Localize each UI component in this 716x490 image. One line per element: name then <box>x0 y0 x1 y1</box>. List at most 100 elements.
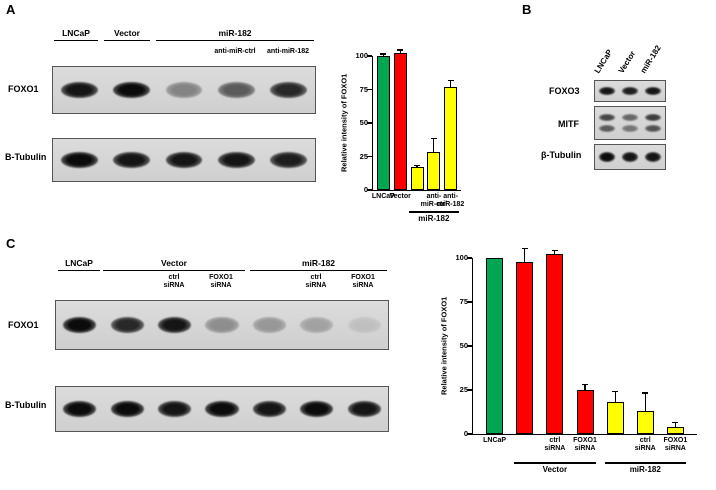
y-tick-label: 25 <box>459 385 468 394</box>
bar <box>486 258 504 434</box>
y-tick-mark <box>367 155 372 158</box>
blot-band <box>157 317 192 333</box>
bar <box>516 261 534 434</box>
lane-group-vector-c: Vector <box>103 258 245 271</box>
y-tick-label: 100 <box>355 51 368 60</box>
x-tick-label: ctrl siRNA <box>544 437 566 453</box>
x-tick-label: Vector <box>389 193 411 200</box>
blot-band <box>252 317 287 333</box>
y-tick-label: 75 <box>459 297 468 306</box>
lane-group-mir182-c: miR-182 <box>250 258 387 271</box>
western-blot-foxo1-a <box>52 66 316 114</box>
blot-band <box>645 151 662 163</box>
error-bar <box>644 393 646 412</box>
chart-c-plot-area: 0 25 50 75 100 LNCaP ctrl siRNA FOXO1 siRNA ctrl si… <box>455 248 697 474</box>
bar <box>393 53 407 190</box>
error-bar-cap <box>380 53 387 55</box>
group-label: miR-182 <box>629 465 661 474</box>
blot-row-label-tubulin-a: B-Tubulin <box>5 152 47 162</box>
error-bar-cap <box>447 80 454 82</box>
blot-band <box>113 152 150 168</box>
panel-a-bar-chart: Relative intensity of FOXO1 0 25 50 75 100 LN… <box>336 46 476 231</box>
error-bar-cap <box>521 248 528 250</box>
western-blot-tubulin-a <box>52 138 316 182</box>
error-bar-cap <box>430 137 437 140</box>
y-tick-label: 50 <box>459 341 468 350</box>
y-tick-mark <box>367 122 372 124</box>
panel-c-label: C <box>6 236 16 251</box>
y-tick-mark <box>467 257 472 259</box>
x-tick-label: LNCaP <box>483 437 507 444</box>
y-tick-label: 75 <box>359 84 368 94</box>
blot-band <box>621 114 639 122</box>
blot-band <box>270 152 308 168</box>
western-blot-tubulin-b <box>594 144 666 170</box>
blot-band <box>645 114 662 122</box>
error-bar <box>399 50 401 54</box>
y-tick-label: 25 <box>359 151 368 161</box>
error-bar <box>433 139 435 153</box>
blot-band <box>598 86 615 96</box>
error-bar <box>382 54 384 56</box>
x-tick-label: FOXO1 siRNA <box>573 437 597 453</box>
blot-band <box>252 401 287 417</box>
blot-row-label-foxo1-c: FOXO1 <box>8 320 39 330</box>
sub-lane-label-anti-mir-ctrl: anti-miR-ctrl <box>214 48 256 55</box>
blot-row-label-foxo3: FOXO3 <box>549 86 580 96</box>
blot-row-label-mitf: MITF <box>558 119 579 129</box>
bar <box>376 56 390 190</box>
lane-group-vector-a: Vector <box>104 28 150 41</box>
blot-band <box>63 317 97 333</box>
western-blot-foxo1-c <box>55 300 389 350</box>
lane-group-mir182-a: miR-182 <box>156 28 314 41</box>
blot-band <box>621 86 639 96</box>
bar <box>606 402 624 434</box>
error-bar <box>524 249 526 262</box>
chart-a-plot-area: 0 25 50 75 100 LNCaP Vector anti-miR-ctrl anti-m… <box>355 49 464 223</box>
y-tick-label: 0 <box>463 429 468 438</box>
blot-row-label-tubulin-c: B-Tubulin <box>5 400 47 410</box>
y-tick-mark <box>467 301 472 303</box>
error-bar-cap <box>612 390 619 392</box>
error-bar-cap <box>582 383 588 385</box>
group-bracket-line <box>604 462 686 464</box>
blot-band <box>270 82 308 98</box>
sub-lane-label-ctrl-sirna-vector: ctrl siRNA <box>163 274 185 290</box>
x-tick-label: FOXO1 siRNA <box>663 437 688 453</box>
y-tick-mark <box>467 389 472 391</box>
error-bar-cap <box>551 249 558 251</box>
y-tick-label: 100 <box>455 253 468 262</box>
blot-band <box>598 124 615 132</box>
blot-band <box>621 151 639 163</box>
western-blot-mitf <box>594 106 666 140</box>
group-label: miR-182 <box>418 214 450 223</box>
bar <box>546 254 564 434</box>
western-blot-tubulin-c <box>55 386 389 432</box>
sub-lane-label-anti-mir-182: anti-miR-182 <box>266 48 309 55</box>
blot-band <box>621 124 639 132</box>
y-tick-mark <box>467 345 472 347</box>
western-blot-foxo3 <box>594 80 666 102</box>
lane-group-lncap-c: LNCaP <box>58 258 100 271</box>
blot-row-label-tubulin-b: β-Tubulin <box>541 150 582 160</box>
blot-band <box>110 401 144 417</box>
x-tick-label: anti-miR-ctrl <box>420 193 448 209</box>
error-bar-cap <box>397 49 404 51</box>
x-tick-label: LNCaP <box>371 193 395 200</box>
blot-band <box>347 317 381 333</box>
error-bar <box>416 165 418 168</box>
panel-a-label: A <box>6 2 16 17</box>
bar <box>427 152 441 190</box>
error-bar <box>554 250 556 255</box>
blot-band <box>113 82 150 98</box>
blot-band <box>598 114 615 122</box>
sub-lane-label-ctrl-sirna-mir182: ctrl siRNA <box>305 274 327 290</box>
error-bar <box>614 391 616 403</box>
blot-band <box>645 124 662 132</box>
blot-band <box>598 151 615 163</box>
blot-band <box>157 401 192 417</box>
group-bracket-line <box>514 462 596 464</box>
lane-label-mir182-b: miR-182 <box>638 43 663 75</box>
y-tick-label: 0 <box>363 185 368 194</box>
